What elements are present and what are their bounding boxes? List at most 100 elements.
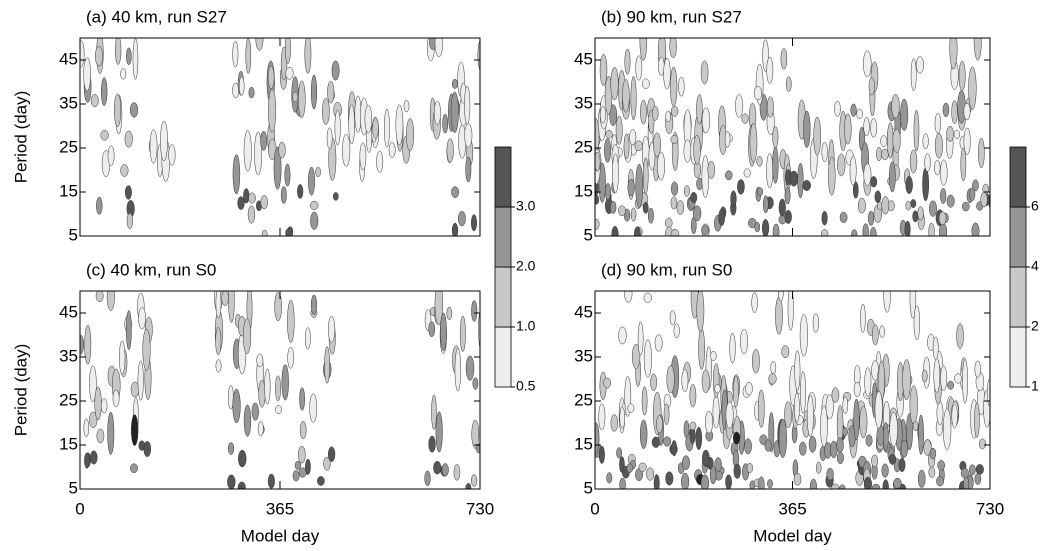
colorbar-swatch bbox=[494, 146, 512, 208]
contour-cell bbox=[471, 214, 477, 232]
contour-cell bbox=[120, 164, 129, 177]
contour-cell bbox=[326, 127, 333, 149]
contour-cell bbox=[917, 206, 924, 221]
colorbar-swatch bbox=[494, 326, 512, 388]
contour-cell bbox=[451, 78, 458, 89]
colorbar-label: 3.0 bbox=[516, 198, 536, 214]
contour-cell bbox=[243, 318, 252, 355]
contour-cell bbox=[292, 91, 299, 102]
contour-cell bbox=[237, 481, 246, 489]
contour-cell bbox=[100, 398, 108, 414]
contour-cell bbox=[267, 473, 275, 489]
panel-title: (b) 90 km, run S27 bbox=[601, 7, 742, 26]
contour-cell bbox=[951, 404, 958, 429]
contour-cell bbox=[893, 477, 902, 489]
contour-cell bbox=[936, 400, 944, 426]
contour-cell bbox=[794, 350, 801, 391]
contour-cell bbox=[615, 115, 623, 145]
contour-cell bbox=[850, 103, 857, 117]
contour-cell bbox=[714, 457, 722, 472]
contour-cell bbox=[334, 109, 341, 146]
contour-cell bbox=[124, 185, 132, 200]
contour-cell bbox=[712, 394, 720, 429]
contour-cell bbox=[673, 323, 680, 339]
contour-cell bbox=[653, 132, 661, 157]
contour-cell bbox=[670, 105, 679, 117]
contour-cell bbox=[700, 474, 710, 489]
contour-cell bbox=[973, 38, 982, 61]
contour-cell bbox=[433, 460, 442, 475]
contour-cell bbox=[693, 135, 701, 165]
contour-cell bbox=[669, 310, 676, 326]
contour-cell bbox=[595, 218, 600, 230]
contour-cell bbox=[457, 210, 466, 227]
y-tick-label: 15 bbox=[59, 181, 78, 200]
contour-cell bbox=[627, 178, 635, 197]
contour-cell bbox=[772, 126, 779, 148]
contour-cell bbox=[974, 402, 980, 438]
contour-cell bbox=[887, 122, 894, 159]
x-tick-label: 730 bbox=[466, 499, 494, 518]
contour-cell bbox=[274, 292, 282, 322]
contour-cell bbox=[928, 466, 936, 478]
contour-cell bbox=[947, 380, 955, 390]
contour-cell bbox=[305, 458, 311, 475]
contour-cell bbox=[828, 156, 836, 196]
contour-cell bbox=[917, 469, 926, 488]
contour-cell bbox=[359, 142, 367, 171]
contour-cell bbox=[642, 157, 649, 195]
contour-cell bbox=[285, 227, 294, 236]
contour-cell bbox=[663, 403, 670, 425]
contour-cell bbox=[137, 360, 144, 401]
contour-cell bbox=[768, 373, 777, 385]
contour-cell bbox=[852, 181, 859, 199]
contour-cell bbox=[701, 369, 710, 394]
contour-cell bbox=[395, 104, 404, 146]
contour-cell bbox=[958, 60, 966, 92]
contour-cell bbox=[775, 296, 783, 335]
contour-field bbox=[80, 38, 480, 236]
colorbar-label: 2.0 bbox=[516, 258, 536, 274]
contour-cell bbox=[709, 466, 717, 485]
contour-cell bbox=[665, 471, 674, 486]
contour-cell bbox=[746, 462, 753, 474]
contour-cell bbox=[918, 414, 924, 455]
contour-cell bbox=[888, 161, 896, 193]
contour-cell bbox=[629, 129, 637, 146]
contour-cell bbox=[671, 440, 677, 457]
contour-cell bbox=[678, 76, 685, 97]
contour-cell bbox=[766, 96, 774, 118]
contour-cell bbox=[624, 48, 631, 75]
contour-cell bbox=[923, 439, 932, 456]
contour-cell bbox=[126, 47, 132, 65]
contour-cell bbox=[304, 38, 312, 74]
contour-cell bbox=[928, 222, 935, 236]
contour-cell bbox=[299, 420, 307, 440]
contour-cell bbox=[960, 147, 967, 182]
contour-cell bbox=[921, 369, 928, 383]
contour-cell bbox=[743, 168, 751, 178]
x-tick-label: 365 bbox=[778, 499, 806, 518]
contour-cell bbox=[813, 116, 822, 156]
contour-cell bbox=[794, 392, 800, 423]
contour-cell bbox=[309, 393, 318, 423]
colorbar-label: 2 bbox=[1031, 318, 1039, 334]
contour-cell bbox=[603, 377, 611, 389]
contour-cell bbox=[646, 467, 655, 481]
contour-cell bbox=[308, 166, 315, 196]
contour-cell bbox=[730, 190, 737, 208]
contour-cell bbox=[428, 321, 436, 338]
panel-title: (d) 90 km, run S0 bbox=[601, 260, 732, 279]
contour-cell bbox=[654, 334, 663, 352]
contour-cell bbox=[780, 48, 788, 70]
contour-cell bbox=[132, 38, 139, 80]
contour-cell bbox=[454, 348, 462, 392]
contour-cell bbox=[403, 100, 410, 113]
contour-cell bbox=[963, 476, 970, 489]
contour-cell bbox=[696, 94, 703, 125]
contour-cell bbox=[90, 450, 98, 465]
contour-cell bbox=[781, 345, 790, 359]
y-tick-label: 25 bbox=[574, 390, 593, 409]
contour-cell bbox=[870, 176, 878, 188]
contour-cell bbox=[821, 229, 829, 236]
